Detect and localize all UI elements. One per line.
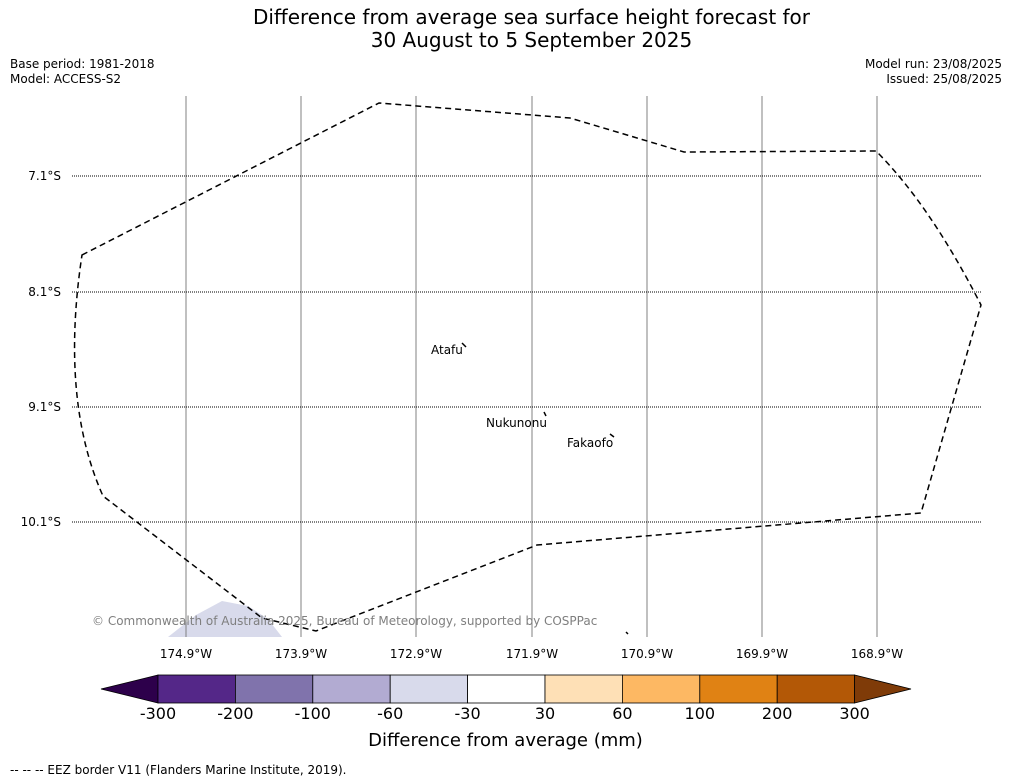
colorbar-bin — [389, 674, 469, 704]
colorbar-tick-label: 300 — [839, 704, 870, 723]
colorbar-bin — [622, 674, 701, 704]
colorbar-tick-label: 60 — [612, 704, 633, 723]
lon-label: 169.9°W — [735, 647, 789, 661]
fakaofo-island-mark — [609, 433, 615, 438]
colorbar-bin — [467, 674, 546, 704]
title-line-1: Difference from average sea surface heig… — [252, 5, 811, 29]
colorbar-title: Difference from average (mm) — [368, 730, 643, 751]
colorbar-extend-min — [100, 674, 159, 704]
lat-label: 8.1°S — [28, 285, 61, 299]
model-name: Model: ACCESS-S2 — [10, 72, 122, 86]
colorbar-tick-label: -200 — [217, 704, 254, 723]
latitude-gridlines — [72, 175, 982, 523]
colorbar — [100, 674, 912, 704]
atafu-island-mark — [461, 342, 467, 348]
colorbar-bin — [776, 674, 856, 704]
place-label-fakaofo: Fakaofo — [567, 436, 614, 450]
colorbar-extend-max — [854, 674, 912, 704]
copyright-notice: © Commonwealth of Australia 2025, Bureau… — [92, 614, 598, 628]
map-title: Difference from average sea surface heig… — [0, 6, 1011, 52]
title-line-2: 30 August to 5 September 2025 — [370, 28, 693, 52]
colorbar-tick-label: 200 — [761, 704, 793, 723]
nukunonu-island-mark — [543, 411, 547, 417]
model-run: Model run: 23/08/2025 — [864, 57, 1002, 71]
colorbar-tick-label: -30 — [454, 704, 481, 723]
lon-label: 172.9°W — [389, 647, 443, 661]
lat-label: 10.1°S — [20, 515, 61, 529]
colorbar-bin — [234, 674, 314, 704]
lon-label: 171.9°W — [505, 647, 559, 661]
colorbar-bin — [312, 674, 391, 704]
issued-date: Issued: 25/08/2025 — [886, 72, 1002, 86]
eez-border — [73, 102, 982, 632]
longitude-gridlines — [185, 96, 878, 637]
lon-label: 173.9°W — [274, 647, 328, 661]
colorbar-tick-label: 100 — [684, 704, 716, 723]
colorbar-tick-label: -300 — [139, 704, 177, 723]
colorbar-bin — [157, 674, 236, 704]
eez-footnote: -- -- -- EEZ border V11 (Flanders Marine… — [10, 763, 347, 777]
meta-left: Base period: 1981-2018 Model: ACCESS-S2 — [10, 57, 155, 87]
colorbar-tick-label: -100 — [294, 704, 331, 723]
place-label-nukunonu: Nukunonu — [486, 416, 547, 430]
anomaly-patch — [168, 601, 282, 637]
colorbar-bin — [699, 674, 778, 704]
island-marks — [461, 342, 629, 635]
lon-label: 168.9°W — [850, 647, 904, 661]
lon-label: 174.9°W — [159, 647, 213, 661]
lat-label: 7.1°S — [28, 169, 61, 183]
lat-label: 9.1°S — [28, 400, 61, 414]
colorbar-bin — [544, 674, 623, 704]
meta-right: Model run: 23/08/2025 Issued: 25/08/2025 — [865, 57, 1002, 87]
lon-label: 170.9°W — [620, 647, 674, 661]
base-period: Base period: 1981-2018 — [10, 57, 155, 71]
place-label-atafu: Atafu — [431, 343, 463, 357]
colorbar-tick-label: 30 — [534, 704, 556, 723]
colorbar-tick-label: -60 — [377, 704, 404, 723]
small-island-mark — [625, 631, 629, 635]
